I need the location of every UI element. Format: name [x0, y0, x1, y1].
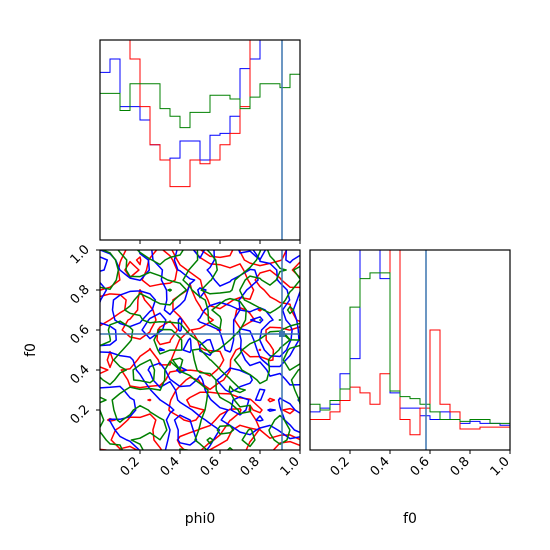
- contour-y-tick-label: 1.0: [68, 242, 93, 267]
- hist-f0-x-tick-label: 1.0: [488, 454, 513, 479]
- contour-x-tick-label: 0.6: [198, 454, 223, 479]
- y-axis-label-f0: f0: [23, 343, 39, 357]
- contour-series-c-level-0: [100, 250, 300, 450]
- contour-y-tick-label: 0.2: [68, 402, 93, 427]
- contour-truth-marker: [279, 331, 285, 337]
- x-axis-label-f0: f0: [403, 511, 417, 527]
- hist-f0-frame: [309, 249, 511, 451]
- hist-phi0-series-c: [100, 73, 300, 240]
- x-axis-label-phi0: phi0: [185, 511, 216, 527]
- hist-phi0-series-b: [100, 40, 300, 240]
- contour-x-tick-label: 0.8: [238, 454, 263, 479]
- hist-f0-x-tick-label: 0.6: [408, 454, 433, 479]
- contour-y-tick-label: 0.4: [68, 362, 93, 387]
- panel-hist-f0: 0.2 0.4 0.6 0.8 1.0: [309, 249, 513, 479]
- contour-y-tick-label: 0.8: [68, 282, 93, 307]
- hist-phi0-frame: [99, 39, 301, 241]
- contour-y-tick-label: 0.6: [68, 322, 93, 347]
- panel-hist-phi0: [99, 39, 301, 244]
- hist-f0-x-tick-label: 0.2: [328, 454, 353, 479]
- hist-f0-series-c: [310, 272, 510, 450]
- hist-f0-x-tick-label: 0.8: [448, 454, 473, 479]
- contour-x-tick-label: 0.2: [118, 454, 143, 479]
- hist-f0-x-tick-label: 0.4: [368, 454, 393, 479]
- contour-x-tick-label: 1.0: [278, 454, 303, 479]
- contour-frame: [99, 249, 301, 451]
- panel-contour-phi0-f0: 0.2 0.4 0.6 0.8 1.0 0.2 0.4 0.6 0.8 1.0: [68, 242, 303, 479]
- hist-phi0-series-a: [100, 40, 300, 240]
- contour-x-tick-label: 0.4: [158, 454, 183, 479]
- hist-f0-series-b: [310, 250, 510, 450]
